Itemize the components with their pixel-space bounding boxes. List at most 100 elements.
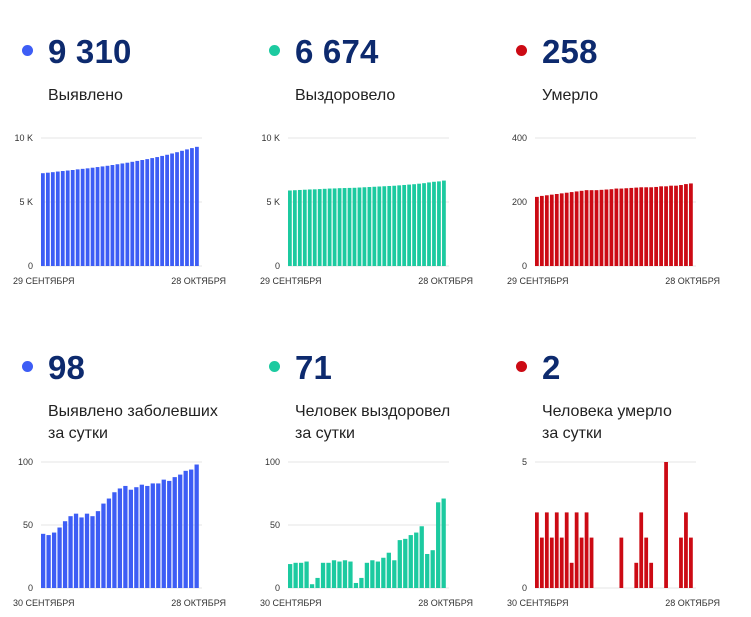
bar xyxy=(367,187,372,266)
x-tick-label-end: 28 ОКТЯБРЯ xyxy=(171,598,226,608)
x-tick-label-start: 30 СЕНТЯБРЯ xyxy=(260,598,322,608)
bar xyxy=(161,479,166,588)
y-tick-label: 100 xyxy=(18,457,33,467)
x-tick-label-start: 30 СЕНТЯБРЯ xyxy=(13,598,75,608)
bar xyxy=(155,157,160,266)
bar xyxy=(130,161,135,266)
x-tick-label-start: 29 СЕНТЯБРЯ xyxy=(13,276,75,286)
bar xyxy=(392,560,397,588)
bar xyxy=(649,187,654,266)
bar xyxy=(554,194,559,266)
bar xyxy=(160,155,165,266)
bar xyxy=(307,189,312,266)
bar xyxy=(584,512,589,588)
bar xyxy=(417,183,421,266)
y-tick-label: 5 K xyxy=(266,197,280,207)
bar xyxy=(669,185,673,266)
legend-dot xyxy=(269,45,280,56)
bar xyxy=(589,537,594,588)
bar xyxy=(123,485,128,588)
metric-label: Выявлено заболевших xyxy=(48,403,218,420)
bar xyxy=(574,191,579,266)
bar xyxy=(322,188,327,266)
bar xyxy=(90,516,95,588)
bar xyxy=(674,185,678,266)
bar xyxy=(297,189,302,266)
bar xyxy=(84,513,90,588)
bar xyxy=(75,169,80,266)
x-tick-label-start: 29 СЕНТЯБРЯ xyxy=(507,276,569,286)
bar xyxy=(569,192,574,266)
legend-dot xyxy=(269,361,280,372)
bar xyxy=(564,512,569,588)
bar xyxy=(115,164,120,266)
bar xyxy=(569,562,574,588)
bar-chart: 0 200 400 29 СЕНТЯБРЯ 28 ОКТЯБРЯ xyxy=(507,133,720,286)
bar xyxy=(549,194,554,266)
bar xyxy=(120,163,125,266)
bar xyxy=(79,517,84,588)
bar xyxy=(55,171,60,266)
y-tick-label: 0 xyxy=(275,583,280,593)
metric-label: Умерло xyxy=(542,87,599,104)
panel-total-deaths: 258 Умерло 0 200 400 29 СЕНТЯБРЯ 28 ОКТЯБРЯ xyxy=(494,0,724,300)
bar xyxy=(320,562,326,588)
bar xyxy=(57,527,62,588)
bar xyxy=(684,512,688,588)
bar xyxy=(679,537,683,588)
y-tick-label: 0 xyxy=(522,583,527,593)
y-tick-label: 10 K xyxy=(14,133,33,143)
bar xyxy=(559,537,564,588)
bar xyxy=(68,516,73,588)
bar xyxy=(594,190,599,266)
bar xyxy=(140,160,145,266)
bar xyxy=(288,564,293,588)
bar xyxy=(408,535,413,588)
bar xyxy=(352,187,357,266)
bar xyxy=(195,146,199,266)
bar xyxy=(624,188,629,266)
total-value: 2 xyxy=(542,349,561,386)
bar-chart: 0 50 100 30 СЕНТЯБРЯ 28 ОКТЯБРЯ xyxy=(13,457,226,608)
legend-dot xyxy=(516,45,527,56)
metric-label: за сутки xyxy=(542,425,602,442)
bar xyxy=(139,484,144,588)
bar xyxy=(342,188,347,266)
y-tick-label: 5 xyxy=(522,457,527,467)
bar xyxy=(629,187,634,266)
bar xyxy=(544,195,549,266)
bar xyxy=(407,184,412,266)
bar xyxy=(110,165,115,266)
bar xyxy=(370,560,375,588)
bar xyxy=(315,577,320,588)
bar xyxy=(317,189,322,266)
bar xyxy=(614,188,619,266)
bar xyxy=(397,185,402,266)
bar xyxy=(189,469,194,588)
bar xyxy=(377,186,382,266)
bar xyxy=(112,492,117,588)
bar xyxy=(397,540,402,588)
bar xyxy=(639,512,644,588)
bar xyxy=(327,188,332,266)
total-value: 6 674 xyxy=(295,33,379,70)
bar xyxy=(609,189,614,266)
y-tick-label: 200 xyxy=(512,197,527,207)
bar xyxy=(353,582,359,588)
bar xyxy=(95,167,100,266)
metric-label: Выздоровело xyxy=(295,87,396,104)
bar xyxy=(539,195,544,266)
x-tick-label-start: 30 СЕНТЯБРЯ xyxy=(507,598,569,608)
y-tick-label: 0 xyxy=(522,261,527,271)
bar xyxy=(604,189,609,266)
y-tick-label: 10 K xyxy=(261,133,280,143)
bar xyxy=(292,190,297,266)
panel-total-recovered: 6 674 Выздоровело 0 5 K 10 K 29 СЕНТЯБРЯ 28 ОК… xyxy=(247,0,477,300)
bar xyxy=(150,158,155,266)
bar xyxy=(654,186,659,266)
bar xyxy=(125,162,130,266)
bar xyxy=(288,190,292,266)
bar xyxy=(422,183,426,266)
metric-label: за сутки xyxy=(48,425,108,442)
bar xyxy=(45,172,50,266)
